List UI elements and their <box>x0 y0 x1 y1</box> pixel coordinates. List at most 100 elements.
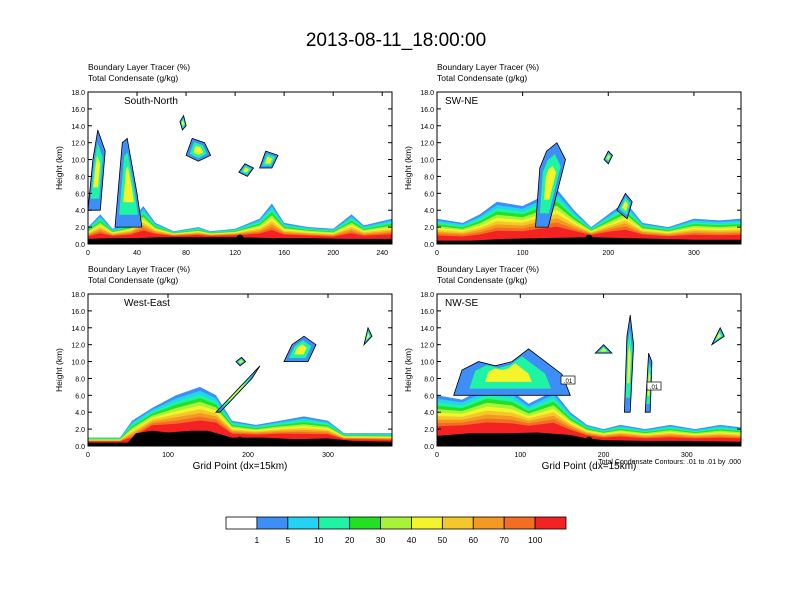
y-tick-label: 10.0 <box>71 360 85 367</box>
location-marker <box>585 436 593 444</box>
x-tick-label: 100 <box>162 452 174 459</box>
y-tick-label: 14.0 <box>420 326 434 333</box>
x-tick-label: 200 <box>602 250 614 257</box>
y-tick-label: 16.0 <box>71 107 85 114</box>
panel-1: 0.0 2.0 4.0 6.0 8.0 10.0 12.0 14.0 16.0 18.0 0 40 80… <box>54 62 393 257</box>
plume-shape <box>606 154 610 160</box>
y-tick-label: 0.0 <box>75 444 85 451</box>
condensate-contour <box>179 114 187 131</box>
colorbar-label: 50 <box>438 535 448 545</box>
panel-header-tracer: Boundary Layer Tracer (%) <box>437 62 539 72</box>
colorbar-swatch <box>256 516 289 530</box>
contour-box <box>560 375 576 385</box>
y-tick-label: 16.0 <box>71 309 85 316</box>
y-tick-label: 6.0 <box>75 191 85 198</box>
colorbar-label: 20 <box>345 535 355 545</box>
y-axis-label: Height (km) <box>403 146 413 190</box>
plot-area <box>437 315 741 446</box>
plume-shape <box>228 382 246 401</box>
x-tick-label: 0 <box>86 250 90 257</box>
plume-shape <box>366 332 370 340</box>
colorbar-label: 1 <box>255 535 260 545</box>
colorbar-swatch <box>441 516 474 530</box>
plume-shape <box>544 165 557 200</box>
location-marker <box>236 436 244 444</box>
y-axis-label: Height (km) <box>54 348 64 392</box>
plume-shape <box>123 166 134 203</box>
y-tick-label: 0.0 <box>424 444 434 451</box>
y-tick-label: 10.0 <box>420 158 434 165</box>
y-tick-label: 14.0 <box>71 326 85 333</box>
panel-2: 0.0 2.0 4.0 6.0 8.0 10.0 12.0 14.0 16.0 18.0 0 100 2… <box>403 62 742 257</box>
panel-4: 0.0 2.0 4.0 6.0 8.0 10.0 12.0 14.0 16.0 18.0 0 100 2… <box>403 264 742 472</box>
panel-header-tracer: Boundary Layer Tracer (%) <box>88 62 190 72</box>
y-tick-label: 18.0 <box>71 90 85 97</box>
x-tick-label: 100 <box>514 452 526 459</box>
colorbar-label: 30 <box>376 535 386 545</box>
page-title: 2013-08-11_18:00:00 <box>305 30 487 51</box>
plume-shape <box>294 344 307 355</box>
x-tick-label: 300 <box>681 452 693 459</box>
x-tick-label: 200 <box>327 250 339 257</box>
plot-frame <box>436 293 742 447</box>
panel-title: SW-NE <box>445 96 478 107</box>
colorbar-swatch <box>411 516 443 530</box>
panel-header-condensate: Total Condensate (g/kg) <box>437 275 527 285</box>
y-tick-label: 8.0 <box>424 376 434 383</box>
colorbar-swatch <box>225 516 258 530</box>
condensate-contour <box>594 344 613 354</box>
colorbar-label: 40 <box>407 535 417 545</box>
condensate-contour <box>616 192 633 220</box>
plume-shape <box>193 145 204 155</box>
condensate-contour <box>283 335 317 362</box>
y-tick-label: 2.0 <box>75 427 85 434</box>
plume-shape <box>243 167 250 173</box>
y-tick-label: 18.0 <box>71 292 85 299</box>
y-tick-label: 12.0 <box>420 141 434 148</box>
condensate-contour <box>453 348 571 396</box>
y-tick-label: 4.0 <box>424 410 434 417</box>
colorbar-swatch <box>287 516 320 530</box>
plot-area <box>88 114 392 244</box>
condensate-contour <box>710 326 725 346</box>
colorbar-swatch <box>472 516 505 530</box>
y-tick-label: 2.0 <box>424 427 434 434</box>
y-tick-label: 14.0 <box>420 124 434 131</box>
condensate-contour <box>215 365 261 413</box>
y-tick-label: 0.0 <box>424 242 434 249</box>
panel-header-condensate: Total Condensate (g/kg) <box>437 73 527 83</box>
contour-box-label: .01 <box>650 385 659 391</box>
condensate-contour <box>88 129 106 211</box>
plume-shape <box>627 344 631 384</box>
contour-box-label: .01 <box>564 379 573 385</box>
x-tick-label: 200 <box>598 452 610 459</box>
colorbar-label: 60 <box>469 535 479 545</box>
panel-title: South-North <box>124 96 178 107</box>
x-tick-label: 0 <box>435 452 439 459</box>
y-tick-label: 14.0 <box>71 124 85 131</box>
x-tick-label: 300 <box>688 250 700 257</box>
plume-shape <box>265 156 273 164</box>
y-tick-label: 2.0 <box>75 225 85 232</box>
panel-header-tracer: Boundary Layer Tracer (%) <box>88 264 190 274</box>
panel-3: 0.0 2.0 4.0 6.0 8.0 10.0 12.0 14.0 16.0 18.0 0 100 2… <box>54 264 393 472</box>
y-tick-label: 6.0 <box>424 393 434 400</box>
panel-header-tracer: Boundary Layer Tracer (%) <box>437 264 539 274</box>
plume-shape <box>716 332 721 340</box>
plot-area <box>88 326 392 446</box>
x-tick-label: 200 <box>242 452 254 459</box>
plot-frame <box>87 91 393 245</box>
colorbar-label: 70 <box>499 535 509 545</box>
plume-shape <box>238 359 243 364</box>
y-tick-label: 18.0 <box>420 292 434 299</box>
x-axis-label: Grid Point (dx=15km) <box>193 461 288 472</box>
x-axis-label: Grid Point (dx=15km) <box>542 461 637 472</box>
y-tick-label: 4.0 <box>424 208 434 215</box>
x-tick-label: 0 <box>435 250 439 257</box>
y-axis-label: Height (km) <box>54 146 64 190</box>
y-tick-label: 4.0 <box>75 208 85 215</box>
x-tick-label: 80 <box>182 250 190 257</box>
plot-frame <box>436 91 742 245</box>
x-tick-label: 300 <box>322 452 334 459</box>
